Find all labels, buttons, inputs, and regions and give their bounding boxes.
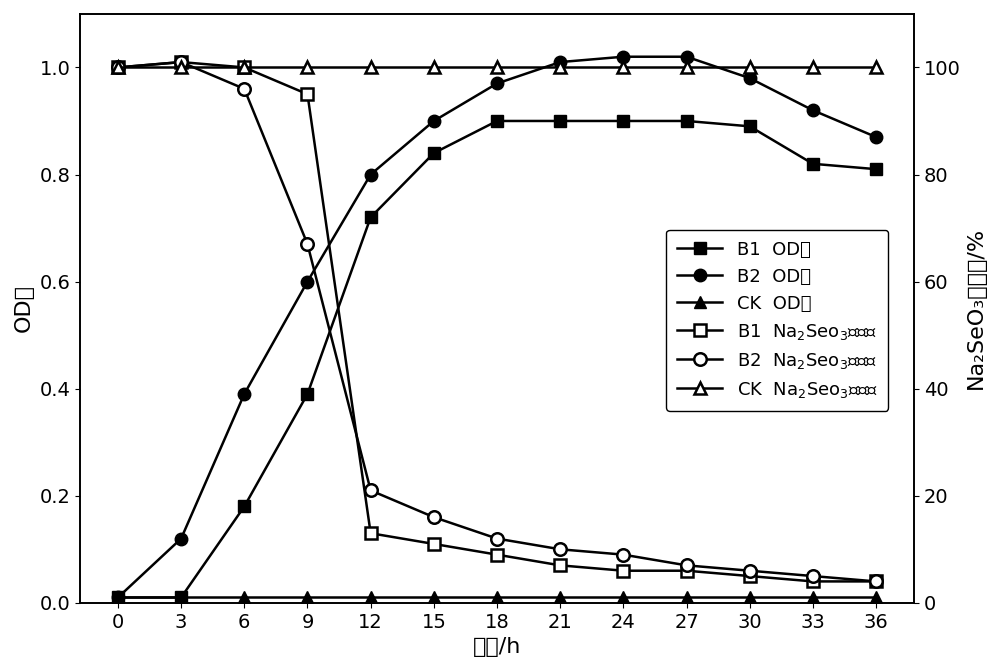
CK  OD値 [301,593,313,601]
Line: CK  OD値: CK OD値 [112,591,882,604]
B2  OD値 [807,106,819,114]
Y-axis label: OD値: OD値 [14,285,34,332]
CK  OD値 [617,593,629,601]
B2  Na$_2$Seo$_3$剩余率 [681,562,693,570]
Line: B1  Na$_2$Seo$_3$剩余率: B1 Na$_2$Seo$_3$剩余率 [112,56,882,588]
CK  Na$_2$Seo$_3$剩余率 [175,63,187,71]
B1  Na$_2$Seo$_3$剩余率 [744,572,756,580]
B1  OD値 [301,390,313,398]
CK  OD値 [491,593,503,601]
B2  OD値 [491,79,503,87]
CK  OD値 [428,593,440,601]
B1  OD値 [175,593,187,601]
CK  OD値 [365,593,377,601]
B1  Na$_2$Seo$_3$剩余率 [112,63,124,71]
CK  Na$_2$Seo$_3$剩余率 [238,63,250,71]
B2  Na$_2$Seo$_3$剩余率 [807,572,819,580]
B2  OD値 [365,170,377,178]
B2  OD値 [744,74,756,82]
B2  OD値 [428,117,440,125]
Y-axis label: Na₂SeO₃剩余率/%: Na₂SeO₃剩余率/% [966,227,986,389]
B1  OD値 [617,117,629,125]
B2  Na$_2$Seo$_3$剩余率 [491,535,503,543]
B1  Na$_2$Seo$_3$剩余率 [554,562,566,570]
B2  OD値 [301,278,313,286]
B2  OD値 [617,53,629,61]
B1  OD値 [681,117,693,125]
B2  Na$_2$Seo$_3$剩余率 [301,240,313,248]
B1  Na$_2$Seo$_3$剩余率 [681,567,693,575]
B2  Na$_2$Seo$_3$剩余率 [428,513,440,521]
B1  Na$_2$Seo$_3$剩余率 [301,90,313,98]
B1  OD値 [428,149,440,157]
B2  Na$_2$Seo$_3$剩余率 [744,567,756,575]
CK  Na$_2$Seo$_3$剩余率 [807,63,819,71]
B2  Na$_2$Seo$_3$剩余率 [365,486,377,495]
B1  Na$_2$Seo$_3$剩余率 [238,63,250,71]
CK  OD値 [807,593,819,601]
CK  Na$_2$Seo$_3$剩余率 [681,63,693,71]
CK  Na$_2$Seo$_3$剩余率 [744,63,756,71]
B1  OD値 [491,117,503,125]
B2  Na$_2$Seo$_3$剩余率 [870,577,882,585]
CK  OD値 [681,593,693,601]
B2  Na$_2$Seo$_3$剩余率 [112,63,124,71]
Line: B2  Na$_2$Seo$_3$剩余率: B2 Na$_2$Seo$_3$剩余率 [112,56,882,588]
B1  Na$_2$Seo$_3$剩余率 [428,540,440,548]
CK  Na$_2$Seo$_3$剩余率 [112,63,124,71]
CK  Na$_2$Seo$_3$剩余率 [491,63,503,71]
CK  Na$_2$Seo$_3$剩余率 [428,63,440,71]
B2  Na$_2$Seo$_3$剩余率 [175,58,187,66]
CK  OD値 [112,593,124,601]
CK  OD値 [744,593,756,601]
CK  Na$_2$Seo$_3$剩余率 [554,63,566,71]
B2  OD値 [681,53,693,61]
B1  Na$_2$Seo$_3$剩余率 [617,567,629,575]
Line: B2  OD値: B2 OD値 [112,50,882,604]
CK  Na$_2$Seo$_3$剩余率 [617,63,629,71]
CK  OD値 [238,593,250,601]
CK  Na$_2$Seo$_3$剩余率 [870,63,882,71]
B1  Na$_2$Seo$_3$剩余率 [175,58,187,66]
B1  OD値 [238,503,250,511]
CK  OD値 [870,593,882,601]
CK  Na$_2$Seo$_3$剩余率 [301,63,313,71]
B1  Na$_2$Seo$_3$剩余率 [870,577,882,585]
B2  OD値 [112,593,124,601]
Line: B1  OD値: B1 OD値 [112,115,882,604]
CK  OD値 [554,593,566,601]
B2  OD値 [175,535,187,543]
B2  OD値 [238,390,250,398]
B1  OD値 [807,160,819,168]
B2  Na$_2$Seo$_3$剩余率 [554,546,566,554]
B1  OD値 [112,593,124,601]
B2  Na$_2$Seo$_3$剩余率 [238,85,250,93]
B2  OD値 [554,58,566,66]
X-axis label: 时间/h: 时间/h [473,637,521,657]
B1  OD値 [554,117,566,125]
B2  OD値 [870,133,882,141]
CK  Na$_2$Seo$_3$剩余率 [365,63,377,71]
Legend: B1  OD値, B2  OD値, CK  OD値, B1  Na$_2$Seo$_3$剩余率, B2  Na$_2$Seo$_3$剩余率, CK  Na$_2: B1 OD値, B2 OD値, CK OD値, B1 Na$_2$Seo$_3$… [666,229,888,411]
B2  Na$_2$Seo$_3$剩余率 [617,551,629,559]
B1  OD値 [744,122,756,130]
B1  OD値 [365,213,377,221]
B1  Na$_2$Seo$_3$剩余率 [807,577,819,585]
CK  OD値 [175,593,187,601]
Line: CK  Na$_2$Seo$_3$剩余率: CK Na$_2$Seo$_3$剩余率 [112,61,882,74]
B1  Na$_2$Seo$_3$剩余率 [491,551,503,559]
B1  Na$_2$Seo$_3$剩余率 [365,529,377,537]
B1  OD値 [870,165,882,173]
